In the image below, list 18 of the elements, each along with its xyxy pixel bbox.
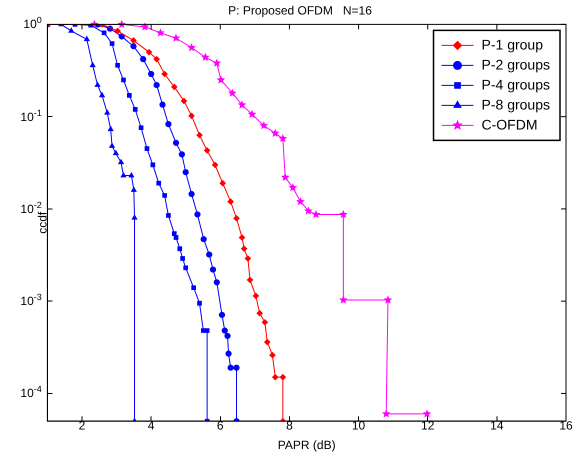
x-tick-label: 10 [352,418,366,433]
x-tick-label: 14 [490,418,504,433]
legend-label: P-1 group [482,36,544,52]
y-tick-label: 10$^{-1}$ [20,108,42,124]
legend-label: P-4 groups [482,76,550,92]
x-tick-label: 12 [421,418,435,433]
x-tick-label: 16 [559,418,573,433]
y-tick-label: 10$^{-3}$ [20,292,42,308]
y-tick-label: 10$^{-4}$ [20,384,42,400]
x-tick-label: 6 [216,418,224,433]
x-axis-title: PAPR (dB) [278,438,336,452]
legend-label: P-8 groups [482,96,550,112]
x-tick-label: 8 [286,418,294,433]
legend-label: C-OFDM [482,116,538,132]
x-tick-label: 4 [148,418,155,433]
chart-title: P: Proposed OFDM N=16 [228,4,372,18]
y-tick-label: 10$^{0}$ [23,15,42,32]
legend-label: P-2 groups [482,56,550,72]
